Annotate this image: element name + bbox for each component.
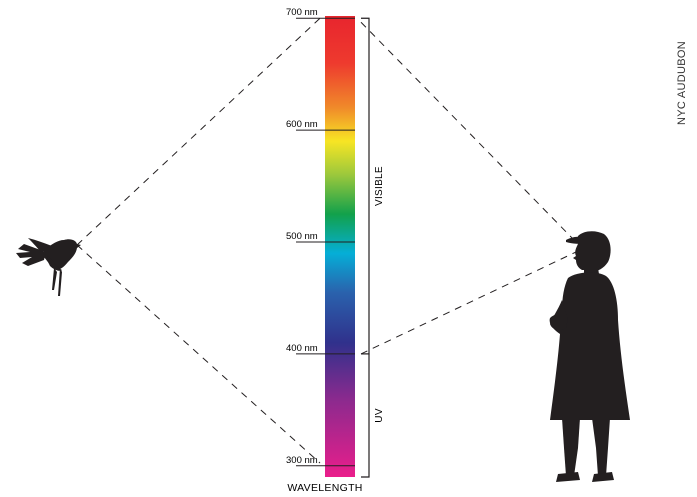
tick-label: 700 nm bbox=[286, 7, 318, 18]
human-sightline-bottom bbox=[360, 251, 577, 355]
range-label: VISIBLE bbox=[374, 166, 385, 206]
tick-label: 300 nm bbox=[286, 455, 318, 466]
human-sightline-top bbox=[360, 21, 577, 243]
range-labels: VISIBLE UV bbox=[374, 166, 385, 423]
bird-sightline-top bbox=[76, 17, 321, 246]
bird-sightline-bottom bbox=[76, 244, 321, 464]
tick-label: 500 nm bbox=[286, 231, 318, 242]
range-brackets bbox=[361, 17, 370, 478]
axis-title: WAVELENGTH bbox=[287, 482, 362, 494]
spectrum-bar bbox=[325, 16, 355, 477]
range-bracket bbox=[361, 353, 370, 478]
bird-silhouette bbox=[16, 238, 81, 296]
range-bracket bbox=[361, 17, 370, 355]
human-silhouette bbox=[549, 231, 630, 482]
range-label: UV bbox=[374, 408, 385, 423]
tick-label: 600 nm bbox=[286, 119, 318, 130]
credit-label: NYC AUDUBON bbox=[676, 41, 688, 125]
tick-label: 400 nm bbox=[286, 343, 318, 354]
sightlines bbox=[76, 17, 577, 464]
wavelength-ticks: 700 nm 600 nm 500 nm 400 nm 300 nm bbox=[286, 7, 355, 467]
